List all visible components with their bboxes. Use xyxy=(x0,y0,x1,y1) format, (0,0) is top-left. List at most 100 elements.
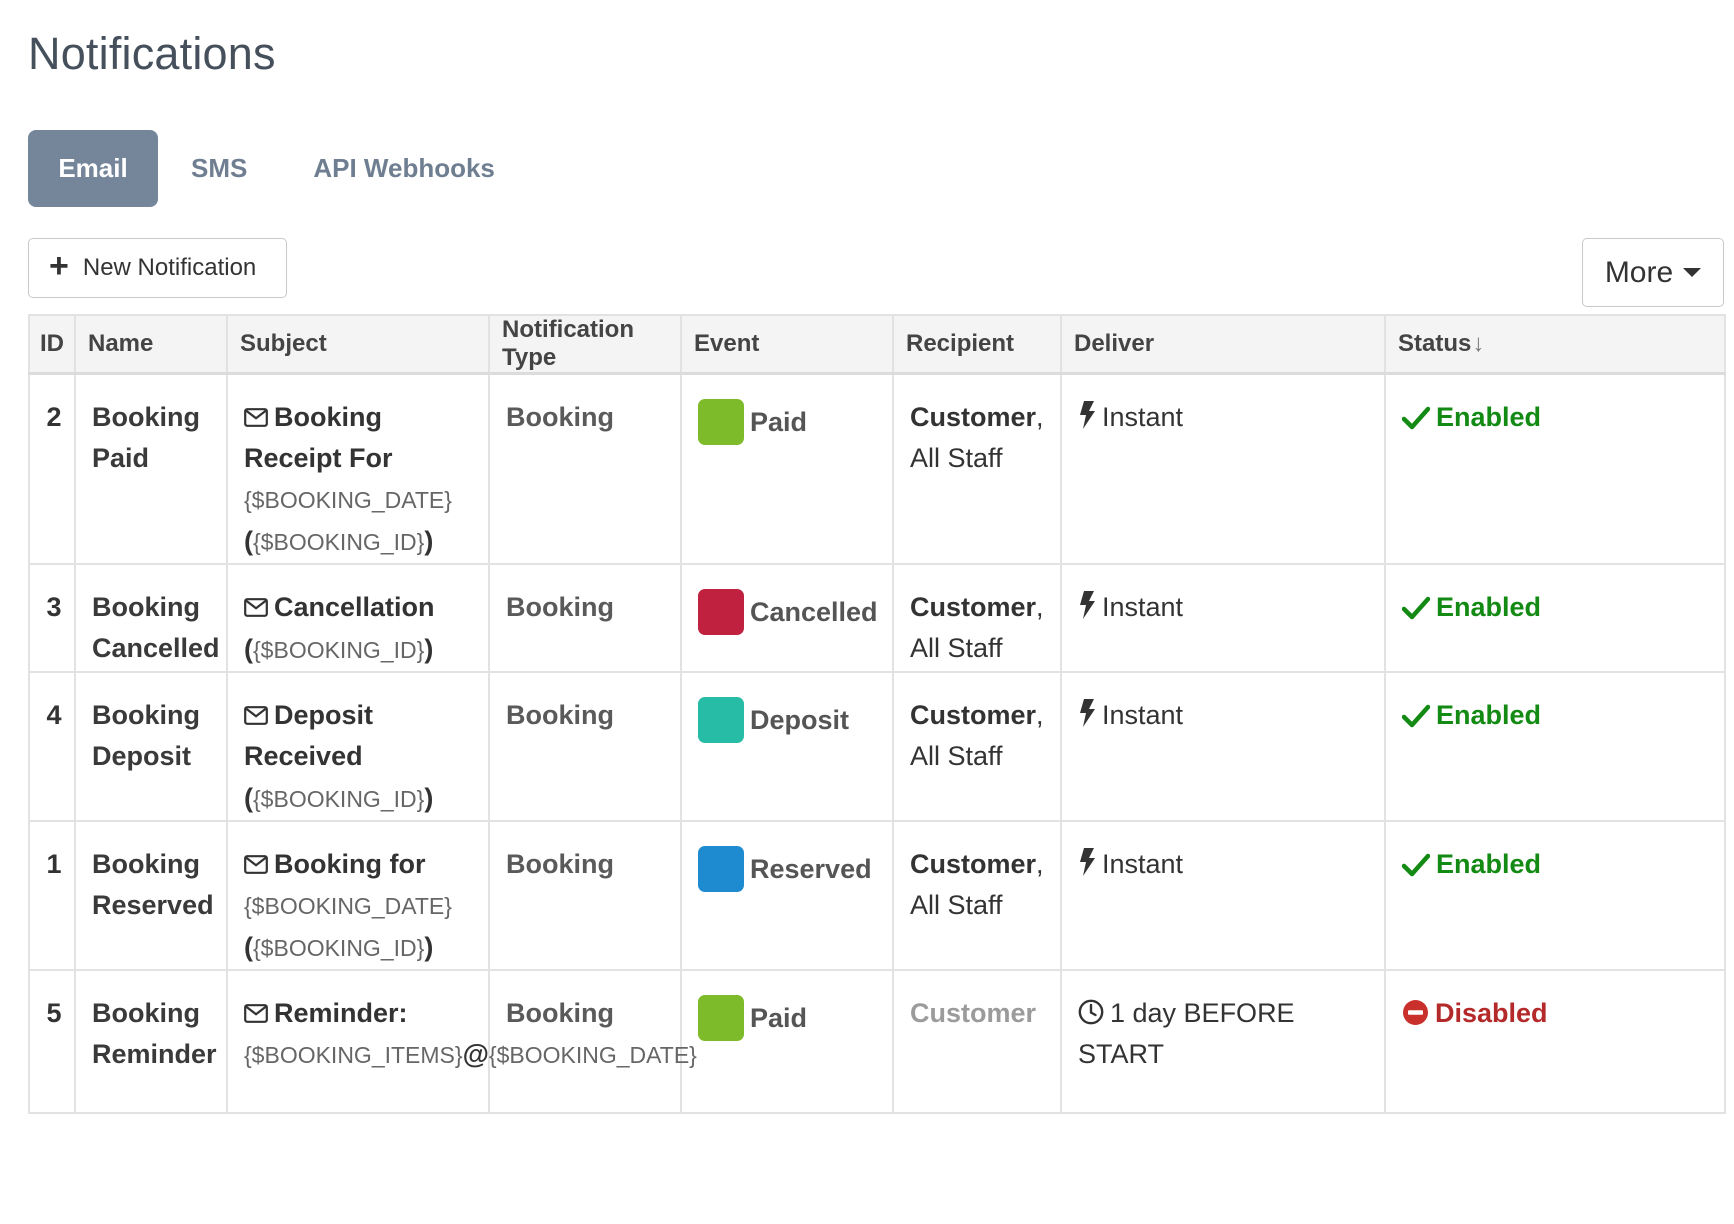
minus-circle-icon xyxy=(1403,1000,1428,1025)
caret-down-icon xyxy=(1683,268,1702,277)
subject-punct: ( xyxy=(244,783,253,813)
recipient-separator: , xyxy=(1036,849,1044,879)
table-row[interactable]: 1 Booking Reserved Booking for {$BOOKING… xyxy=(28,820,1726,971)
column-header-recipient[interactable]: Recipient xyxy=(892,314,1062,375)
status-label: Enabled xyxy=(1436,700,1542,730)
row-recipient: Customer, All Staff xyxy=(892,563,1062,673)
row-event: Cancelled xyxy=(680,563,894,673)
row-deliver: Instant xyxy=(1060,372,1386,565)
subject-punct: ) xyxy=(424,932,434,962)
tab-api-webhooks[interactable]: API Webhooks xyxy=(313,153,495,183)
column-header-subject[interactable]: Subject xyxy=(226,314,490,375)
check-icon xyxy=(1401,406,1431,430)
event-color-swatch xyxy=(698,846,744,892)
subject-var: {$BOOKING_ID} xyxy=(253,935,425,961)
row-status[interactable]: Enabled xyxy=(1384,372,1726,565)
row-name[interactable]: Booking Paid xyxy=(74,372,228,565)
row-deliver: 1 day BEFORE START xyxy=(1060,969,1386,1114)
subject-var: {$BOOKING_DATE} xyxy=(488,1042,697,1068)
subject-var: {$BOOKING_ID} xyxy=(253,529,425,555)
event-color-swatch xyxy=(698,589,744,635)
recipient-primary: Customer xyxy=(910,700,1037,730)
status-label: Enabled xyxy=(1436,402,1542,432)
row-recipient: Customer, All Staff xyxy=(892,671,1062,822)
subject-text: Cancellation xyxy=(274,592,435,622)
subject-var: {$BOOKING_ITEMS} xyxy=(244,1042,463,1068)
column-header-deliver[interactable]: Deliver xyxy=(1060,314,1386,375)
row-name[interactable]: Booking Deposit xyxy=(74,671,228,822)
column-header-event[interactable]: Event xyxy=(680,314,894,375)
recipient-primary: Customer xyxy=(910,592,1037,622)
row-status[interactable]: Enabled xyxy=(1384,563,1726,673)
row-name[interactable]: Booking Reserved xyxy=(74,820,228,971)
recipient-secondary: All Staff xyxy=(910,741,1003,771)
page-title: Notifications xyxy=(28,28,276,79)
event-color-swatch xyxy=(698,399,744,445)
notifications-table: ID Name Subject Notification Type Event … xyxy=(28,314,1726,1114)
subject-var: {$BOOKING_ID} xyxy=(253,786,425,812)
subject-var: {$BOOKING_DATE} xyxy=(244,487,452,513)
row-subject: Deposit Received ({$BOOKING_ID}) xyxy=(226,671,490,822)
tab-email[interactable]: Email xyxy=(28,130,158,207)
row-id: 4 xyxy=(28,671,76,822)
table-row[interactable]: 5 Booking Reminder Reminder: {$BOOKING_I… xyxy=(28,969,1726,1114)
check-icon xyxy=(1401,853,1431,877)
bolt-icon xyxy=(1080,699,1095,727)
row-status[interactable]: Enabled xyxy=(1384,820,1726,971)
row-notification-type: Booking xyxy=(488,820,682,971)
status-label: Enabled xyxy=(1436,849,1542,879)
row-id: 3 xyxy=(28,563,76,673)
row-name[interactable]: Booking Reminder xyxy=(74,969,228,1114)
row-recipient: Customer, All Staff xyxy=(892,372,1062,565)
table-header-row: ID Name Subject Notification Type Event … xyxy=(28,314,1726,375)
event-label: Paid xyxy=(750,1002,808,1033)
subject-punct: ) xyxy=(424,526,434,556)
recipient-separator: , xyxy=(1036,402,1044,432)
subject-punct: ( xyxy=(244,526,253,556)
table-row[interactable]: 2 Booking Paid Booking Receipt For {$BOO… xyxy=(28,372,1726,565)
subject-text: Deposit Received xyxy=(244,700,374,771)
column-header-name[interactable]: Name xyxy=(74,314,228,375)
deliver-label: Instant xyxy=(1102,402,1184,432)
row-subject: Booking Receipt For {$BOOKING_DATE} ({$BO… xyxy=(226,372,490,565)
column-header-status[interactable]: Status↓ xyxy=(1384,314,1726,375)
tab-bar: Email SMS API Webhooks xyxy=(28,130,528,207)
sort-down-icon: ↓ xyxy=(1472,330,1485,357)
row-event: Paid xyxy=(680,969,894,1114)
tab-sms[interactable]: SMS xyxy=(191,153,248,183)
subject-var: {$BOOKING_DATE} xyxy=(244,893,452,919)
column-header-status-label: Status xyxy=(1398,330,1472,357)
table-row[interactable]: 3 Booking Cancelled Cancellation ({$BOOK… xyxy=(28,563,1726,673)
row-name[interactable]: Booking Cancelled xyxy=(74,563,228,673)
row-status[interactable]: Disabled xyxy=(1384,969,1726,1114)
event-color-swatch xyxy=(698,697,744,743)
subject-text: Booking for xyxy=(274,849,426,879)
column-header-id[interactable]: ID xyxy=(28,314,76,375)
envelope-icon xyxy=(244,706,268,725)
status-label: Enabled xyxy=(1436,592,1542,622)
recipient-primary: Customer xyxy=(910,998,1037,1028)
deliver-label: 1 day BEFORE START xyxy=(1078,998,1295,1069)
row-event: Deposit xyxy=(680,671,894,822)
table-row[interactable]: 4 Booking Deposit Deposit Received ({$BO… xyxy=(28,671,1726,822)
row-notification-type: Booking xyxy=(488,563,682,673)
more-dropdown-button[interactable]: More xyxy=(1582,238,1724,307)
row-deliver: Instant xyxy=(1060,820,1386,971)
subject-punct: ( xyxy=(244,634,253,664)
row-status[interactable]: Enabled xyxy=(1384,671,1726,822)
more-label: More xyxy=(1604,255,1674,289)
envelope-icon xyxy=(244,1004,268,1023)
event-label: Deposit xyxy=(750,704,850,735)
row-event: Paid xyxy=(680,372,894,565)
recipient-secondary: All Staff xyxy=(910,890,1003,920)
subject-text: Reminder: xyxy=(274,998,408,1028)
check-icon xyxy=(1401,704,1431,728)
envelope-icon xyxy=(244,598,268,617)
clock-icon xyxy=(1078,999,1104,1025)
row-subject: Reminder: {$BOOKING_ITEMS}@{$BOOKING_DAT… xyxy=(226,969,697,1114)
row-event: Reserved xyxy=(680,820,894,971)
new-notification-button[interactable]: + New Notification xyxy=(28,238,287,298)
column-header-notification-type[interactable]: Notification Type xyxy=(488,314,682,375)
event-label: Reserved xyxy=(750,853,872,884)
deliver-label: Instant xyxy=(1102,592,1184,622)
